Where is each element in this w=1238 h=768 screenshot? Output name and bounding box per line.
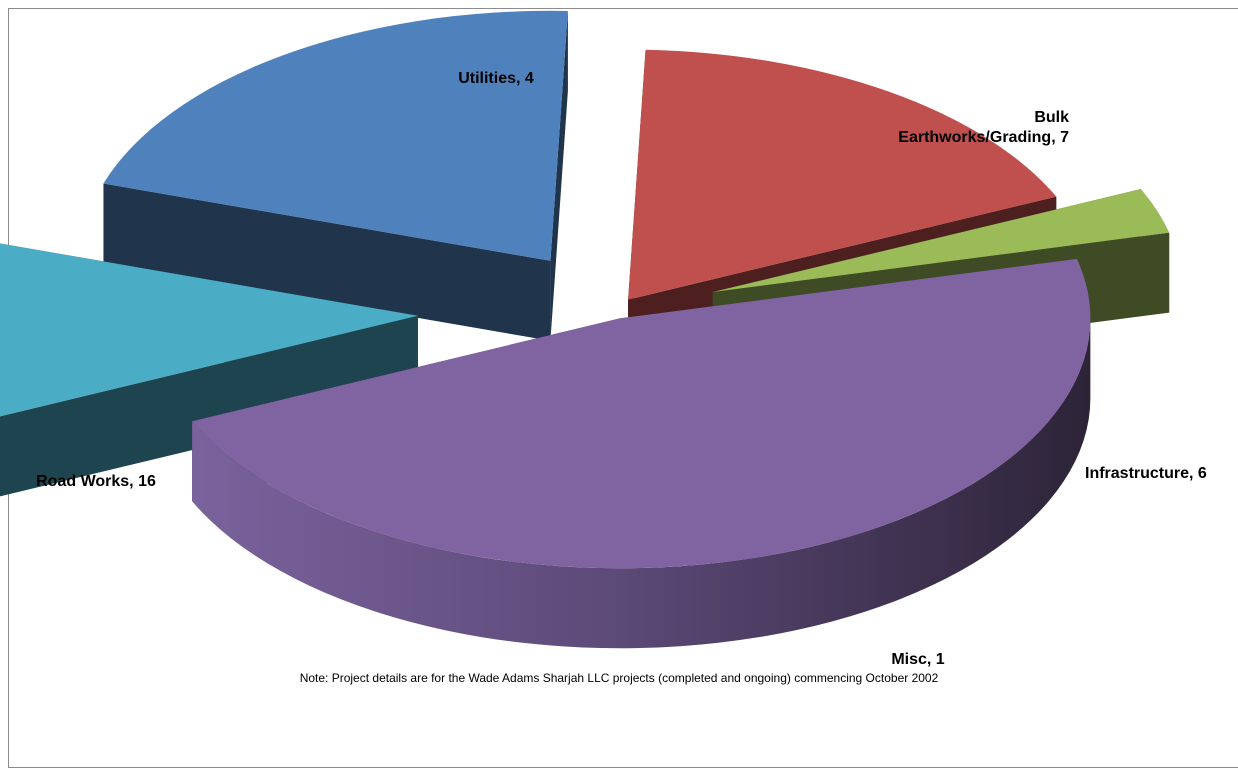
slice-road-works — [192, 258, 1091, 569]
data-label-infrastructure: Infrastructure, 6 — [1085, 465, 1207, 482]
pie-chart: Road Works, 16 Utilities, 4 Bulk Earthworks… — [0, 10, 1207, 668]
slice-wall-bulk-earthworks-1 — [550, 10, 568, 341]
data-label-road-works: Road Works, 16 — [36, 473, 156, 490]
slice-infrastructure — [628, 49, 1057, 300]
slice-rim-road-works — [192, 318, 1091, 649]
data-label-utilities: Utilities, 4 — [458, 70, 534, 87]
slice-misc — [712, 189, 1170, 293]
slice-utilities — [0, 243, 418, 417]
data-label-bulk-earthworks: Bulk Earthworks/Grading, 7 — [898, 109, 1069, 146]
chart-note: Note: Project details are for the Wade A… — [299, 671, 939, 685]
data-label-misc: Misc, 1 — [891, 651, 944, 668]
slice-wall-bulk-earthworks-0 — [103, 183, 551, 341]
slice-bulk-earthworks — [103, 10, 568, 261]
